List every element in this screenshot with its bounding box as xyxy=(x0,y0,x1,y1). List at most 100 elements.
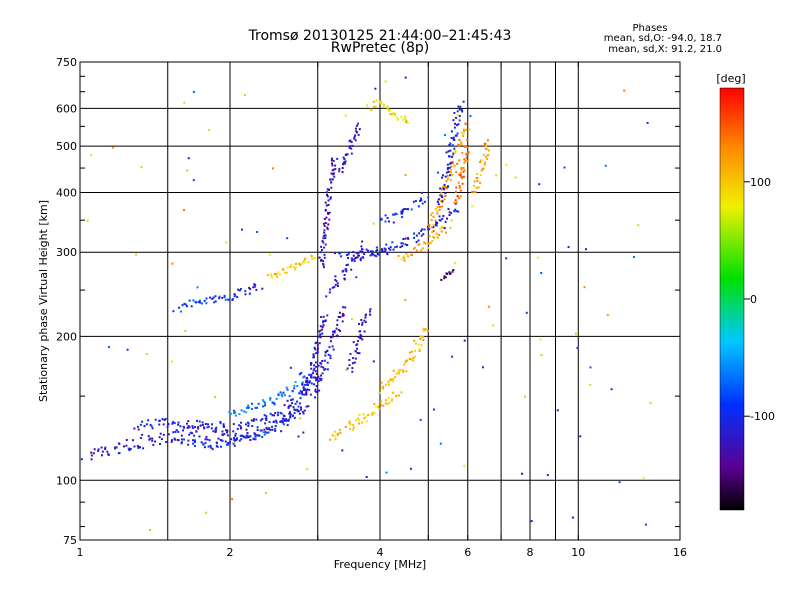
data-point xyxy=(361,323,364,326)
data-point xyxy=(442,185,444,188)
data-point xyxy=(177,439,180,442)
data-point xyxy=(473,180,476,183)
data-point xyxy=(333,430,336,433)
data-point xyxy=(324,354,327,357)
data-point xyxy=(280,393,283,396)
data-point xyxy=(232,423,235,426)
data-point xyxy=(467,153,470,155)
data-point xyxy=(456,132,459,135)
data-point xyxy=(253,283,256,286)
data-point xyxy=(400,258,403,261)
data-point xyxy=(331,286,334,289)
data-point xyxy=(371,414,374,417)
data-point xyxy=(380,386,383,389)
data-point xyxy=(398,369,401,372)
data-point xyxy=(455,171,458,174)
data-point xyxy=(484,162,487,165)
data-point xyxy=(309,393,312,396)
data-point xyxy=(487,149,490,152)
data-point xyxy=(322,234,325,237)
data-point xyxy=(471,205,474,208)
data-point xyxy=(329,357,332,360)
data-point xyxy=(404,174,407,176)
data-point xyxy=(396,116,399,119)
data-point xyxy=(576,346,579,349)
data-point xyxy=(365,476,368,478)
data-point xyxy=(172,431,175,434)
data-point xyxy=(413,339,416,342)
data-point xyxy=(216,445,219,448)
data-point xyxy=(453,139,456,141)
data-point xyxy=(183,302,186,305)
data-point xyxy=(444,192,447,195)
colorbar xyxy=(719,87,745,511)
data-point xyxy=(325,295,328,298)
data-point xyxy=(198,299,201,302)
data-point xyxy=(222,423,225,426)
data-point xyxy=(353,361,356,364)
data-point xyxy=(458,185,461,188)
data-point xyxy=(323,368,326,371)
data-point xyxy=(462,175,465,178)
data-point xyxy=(317,380,320,383)
data-point xyxy=(268,427,271,429)
data-point xyxy=(145,423,148,426)
data-point xyxy=(180,310,182,313)
colorbar-ticks: 100 0 -100 xyxy=(744,176,775,423)
data-point xyxy=(107,453,110,456)
data-point xyxy=(460,176,463,178)
data-point xyxy=(299,390,302,393)
data-point xyxy=(428,224,431,227)
data-point xyxy=(173,422,176,425)
data-point xyxy=(326,228,329,230)
data-point xyxy=(173,437,176,440)
data-point xyxy=(259,419,262,422)
data-point xyxy=(314,376,317,379)
data-point xyxy=(336,285,339,287)
data-point xyxy=(505,163,508,166)
data-point xyxy=(294,402,297,405)
data-point xyxy=(465,156,468,159)
data-point xyxy=(384,214,387,217)
data-point xyxy=(446,174,449,177)
data-point xyxy=(376,253,379,255)
data-point xyxy=(420,249,423,252)
data-point xyxy=(255,288,258,291)
data-point xyxy=(405,253,408,255)
data-point xyxy=(240,427,242,430)
data-point xyxy=(273,273,276,276)
data-point xyxy=(428,225,431,228)
data-point xyxy=(141,420,144,423)
y-tick-label: 75 xyxy=(63,534,77,547)
data-point xyxy=(459,105,462,108)
data-point xyxy=(324,209,327,212)
data-point xyxy=(358,323,360,325)
data-point xyxy=(333,331,336,334)
data-point xyxy=(314,396,316,399)
data-point xyxy=(466,160,469,163)
data-point xyxy=(403,259,406,262)
data-point xyxy=(154,440,157,443)
data-point xyxy=(384,250,387,253)
data-point xyxy=(324,222,327,224)
data-point xyxy=(462,100,465,103)
data-point xyxy=(234,434,237,437)
data-point xyxy=(386,253,389,256)
data-point xyxy=(455,210,458,213)
data-point xyxy=(256,434,259,437)
data-point xyxy=(356,352,359,354)
data-point xyxy=(404,115,407,118)
data-point xyxy=(229,412,232,415)
data-point xyxy=(286,424,289,427)
data-point xyxy=(90,451,93,454)
data-point xyxy=(342,314,345,317)
data-point xyxy=(166,426,169,429)
data-point xyxy=(139,446,142,449)
data-point xyxy=(275,273,278,276)
data-point xyxy=(190,305,193,308)
data-point xyxy=(166,422,169,425)
data-point xyxy=(451,270,454,273)
data-point xyxy=(220,445,222,448)
data-point xyxy=(97,449,99,452)
data-point xyxy=(262,430,265,433)
